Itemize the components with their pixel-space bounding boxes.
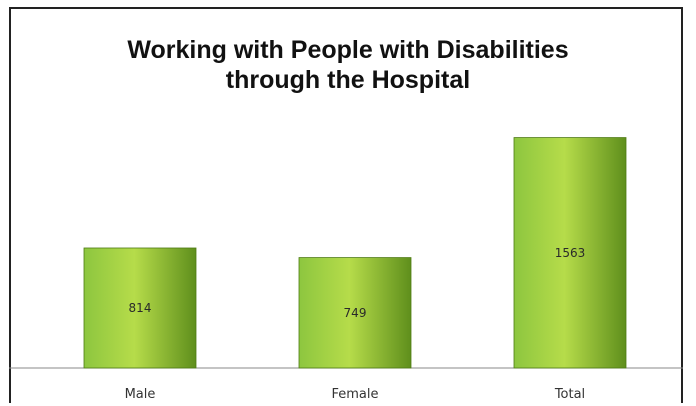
chart-title: Working with People with Disabilities th…: [11, 35, 685, 95]
data-label-total: 1563: [555, 246, 586, 260]
bar-total: [513, 137, 627, 369]
bar-female: [298, 257, 412, 369]
x-tick-label-total: Total: [554, 387, 585, 402]
data-label-female: 749: [344, 306, 367, 320]
chart-title-line-1: Working with People with Disabilities: [127, 36, 569, 64]
x-tick-label-male: Male: [125, 387, 156, 402]
data-label-male: 814: [129, 301, 152, 315]
x-tick-label-female: Female: [331, 387, 378, 402]
bar-male: [83, 247, 197, 369]
chart-title-line-2: through the Hospital: [225, 66, 471, 94]
